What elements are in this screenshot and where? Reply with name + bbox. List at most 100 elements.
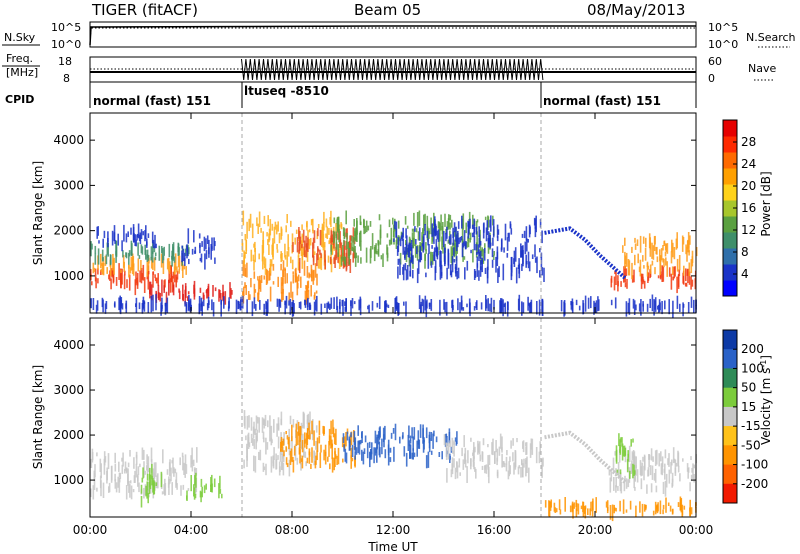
echo-streak [661,456,664,468]
echo-streak [663,468,666,473]
echo-streak [350,432,352,438]
echo-streak [527,296,529,311]
echo-streak [359,233,361,247]
echo-streak [343,262,345,268]
echo-streak [590,501,592,512]
echo-streak [672,242,674,258]
echo-streak [200,303,203,312]
echo-streak [309,430,311,440]
echo-streak [449,214,452,221]
echo-streak [454,467,457,480]
echo-streak [315,290,318,294]
echo-streak [619,445,621,453]
echo-streak [406,265,409,280]
echo-streak [275,453,277,470]
echo-streak [623,266,625,280]
echo-streak [317,228,319,237]
echo-streak [188,258,190,265]
echo-streak [162,260,165,274]
echo-streak [676,258,679,272]
echo-streak [664,449,667,459]
echo-streak [137,258,140,272]
echo-streak [464,267,466,280]
echo-streak [369,221,372,227]
echo-streak [174,266,176,274]
echo-streak [416,440,418,457]
echo-streak [330,258,333,273]
echo-streak [633,300,636,315]
echo-streak [414,226,416,232]
echo-streak [633,475,635,489]
echo-streak [584,507,587,519]
echo-streak [674,467,677,474]
echo-streak [257,292,259,301]
echo-streak [96,226,98,239]
echo-streak [211,299,213,311]
echo-streak [495,256,497,273]
echo-streak [152,294,154,312]
echo-streak [200,478,203,487]
echo-streak [270,259,273,267]
echo-streak [132,256,135,267]
echo-streak [525,459,527,477]
echo-streak [541,469,543,478]
echo-streak [299,425,301,442]
echo-streak [289,415,292,425]
echo-streak [245,435,247,441]
echo-streak [94,245,97,254]
echo-streak [412,436,414,451]
echo-streak [470,437,472,442]
echo-streak [657,275,660,279]
echo-streak [277,436,280,449]
echo-streak [472,459,475,467]
echo-streak [346,431,349,441]
echo-streak [386,247,389,262]
echo-streak [632,438,634,443]
echo-streak [476,251,478,255]
echo-streak [615,485,617,493]
echo-streak [240,296,242,309]
echo-streak [188,247,190,255]
echo-streak [290,281,292,298]
echo-streak [313,301,316,316]
echo-streak [346,428,349,434]
echo-streak [193,487,196,500]
echo-streak [292,271,294,275]
echo-streak [668,299,670,315]
echo-streak [479,260,482,277]
echo-streak [288,459,291,477]
echo-streak [514,455,517,470]
echo-streak [677,274,680,287]
echo-streak [413,212,415,226]
echo-streak [258,417,260,433]
echo-streak [428,438,431,453]
echo-streak [170,467,172,482]
noise-right-label: N.Search [746,31,796,44]
echo-streak [314,299,317,311]
velocity-colorbar-swatch [723,349,737,369]
echo-streak [558,499,561,511]
echo-streak [109,270,111,281]
echo-streak [294,237,296,245]
echo-streak [288,436,290,450]
echo-streak [480,302,483,310]
echo-streak [381,438,383,447]
echo-streak [651,294,654,312]
echo-streak [424,253,426,269]
echo-streak [454,437,457,442]
echo-streak [229,282,231,299]
echo-streak [628,445,631,463]
echo-streak [198,233,201,239]
echo-streak [284,269,286,284]
echo-streak [656,449,658,465]
echo-streak [412,240,414,249]
echo-streak [129,484,131,498]
echo-streak [534,244,536,258]
echo-streak [431,233,433,244]
echo-streak [610,278,613,288]
echo-streak [176,276,178,283]
echo-streak [132,224,135,241]
echo-streak [146,489,148,499]
echo-streak [149,474,152,490]
echo-streak [181,452,184,457]
